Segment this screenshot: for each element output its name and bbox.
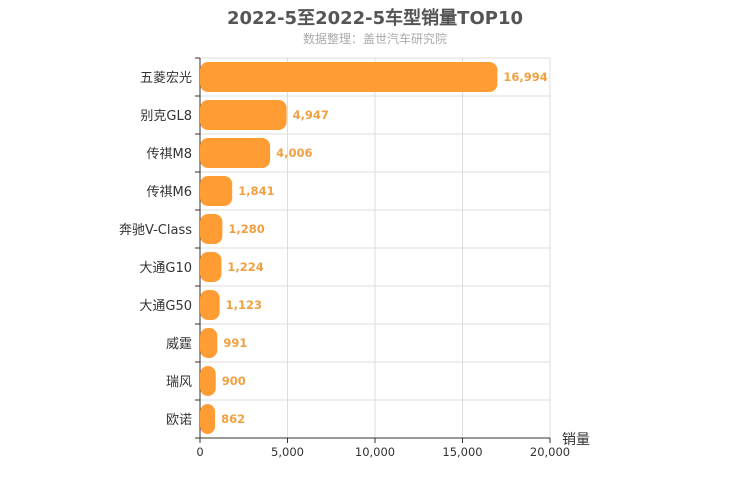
category-label: 五菱宏光	[140, 71, 192, 86]
category-label: 瑞风	[166, 375, 192, 390]
data-label: 4,947	[293, 108, 329, 122]
bar	[200, 62, 498, 92]
category-label: 别克GL8	[140, 109, 192, 124]
category-label: 奔驰V-Class	[119, 223, 192, 238]
data-label: 1,123	[226, 298, 262, 312]
category-label: 大通G50	[139, 299, 192, 314]
bar	[200, 404, 216, 434]
x-tick-label: 15,000	[442, 445, 482, 459]
category-label: 威霆	[166, 337, 192, 352]
x-tick-label: 10,000	[355, 445, 395, 459]
data-label: 16,994	[503, 70, 547, 84]
category-label: 大通G10	[139, 261, 192, 276]
bar	[200, 100, 287, 130]
chart-title: 2022-5至2022-5车型销量TOP10	[226, 8, 523, 29]
data-label: 991	[223, 336, 247, 350]
category-label: 传祺M8	[147, 147, 193, 162]
bar	[200, 252, 222, 282]
data-label: 1,280	[228, 222, 264, 236]
chart-subtitle: 数据整理：盖世汽车研究院	[302, 32, 447, 46]
data-label: 900	[222, 374, 246, 388]
bar	[200, 214, 223, 244]
bar	[200, 328, 218, 358]
data-label: 862	[221, 412, 245, 426]
bar	[200, 138, 271, 168]
bar	[200, 366, 216, 396]
bar	[200, 176, 233, 206]
x-tick-label: 20,000	[530, 445, 570, 459]
data-label: 1,224	[227, 260, 263, 274]
data-label: 1,841	[238, 184, 274, 198]
x-tick-label: 5,000	[271, 445, 304, 459]
data-label: 4,006	[276, 146, 312, 160]
category-label: 欧诺	[166, 413, 192, 428]
bar	[200, 290, 220, 320]
x-tick-label: 0	[196, 445, 203, 459]
x-axis-title: 销量	[562, 432, 590, 448]
category-label: 传祺M6	[147, 185, 193, 200]
